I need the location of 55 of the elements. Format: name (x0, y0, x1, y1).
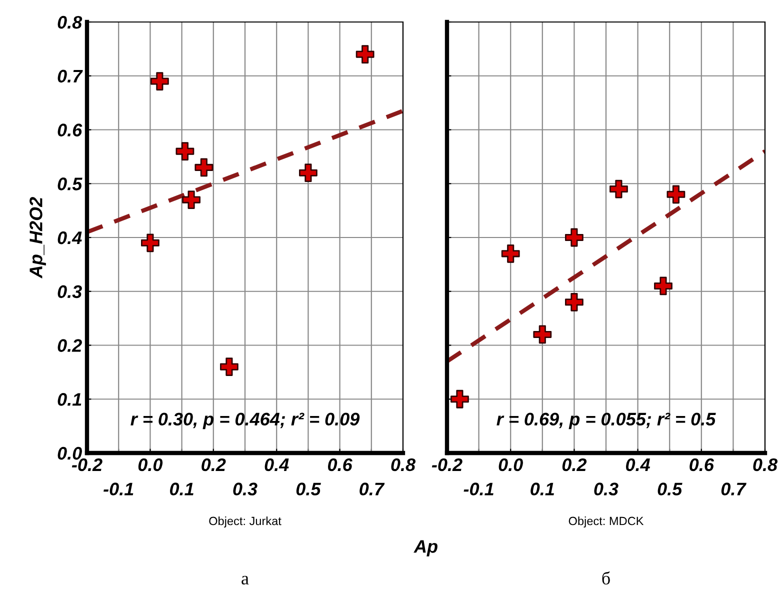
y-tick-label: 0.7 (58, 70, 83, 83)
y-tick-label: 0.3 (58, 285, 82, 298)
x2-tick-label: 0.7 (360, 482, 385, 496)
point (176, 142, 194, 160)
x2-tick-label: 0.1 (530, 482, 554, 496)
x-tick-label: 0.8 (753, 458, 778, 472)
point (150, 72, 169, 90)
annotation: r = 0.30, p = 0.464; r² = 0.09 (130, 412, 360, 430)
x-tick-label: 0.0 (498, 458, 523, 472)
point (299, 164, 318, 182)
point (533, 325, 552, 344)
x-tick-label: -0.2 (432, 458, 462, 472)
x-tick-label: 0.0 (138, 458, 163, 472)
x2-tick-label: 0.3 (594, 482, 618, 496)
point (182, 190, 200, 209)
y-axis-title: Ap_H2O2 (30, 197, 46, 279)
x2-tick-label: -0.1 (464, 482, 494, 496)
x-tick-label: 0.8 (391, 458, 416, 472)
text: б (602, 571, 610, 585)
point (565, 228, 584, 247)
x2-tick-label: 0.3 (233, 482, 258, 496)
x2-tick-label: 0.5 (296, 482, 321, 496)
x-tick-label: 0.4 (264, 458, 289, 472)
point (501, 244, 520, 263)
annotation: r = 0.69, p = 0.055; r² = 0.5 (496, 412, 716, 430)
point (666, 185, 686, 204)
text: Object: MDCK (568, 516, 644, 528)
point (141, 234, 160, 252)
y-tick-label: 0.2 (58, 339, 82, 352)
x-tick-label: -0.2 (72, 458, 102, 472)
point (565, 292, 584, 312)
point (450, 390, 469, 408)
x2-tick-label: 0.1 (170, 482, 194, 496)
point (356, 45, 374, 64)
y-tick-label: 0.8 (58, 16, 82, 29)
text: а (242, 576, 249, 585)
point (194, 158, 214, 177)
x-tick-label: 0.4 (626, 458, 650, 472)
text: Object: Jurkat (209, 516, 282, 528)
x-axis-title: Ap (414, 540, 438, 556)
y-tick-label: 0.1 (58, 393, 82, 406)
y-tick-label: 0.6 (58, 124, 82, 136)
point (610, 180, 628, 198)
x-tick-label: 0.2 (562, 458, 587, 472)
point (220, 358, 238, 376)
y-tick-label: 0.4 (58, 231, 82, 244)
x2-tick-label: 0.5 (658, 482, 682, 496)
y-tick-label: 0.0 (58, 446, 82, 460)
x2-tick-label: 0.7 (721, 482, 746, 496)
x-tick-label: 0.2 (202, 458, 226, 472)
x-tick-label: 0.6 (690, 458, 714, 472)
x2-tick-label: -0.1 (104, 482, 134, 496)
y-tick-label: 0.5 (58, 178, 82, 190)
x-tick-label: 0.6 (328, 458, 352, 472)
point (654, 276, 672, 296)
